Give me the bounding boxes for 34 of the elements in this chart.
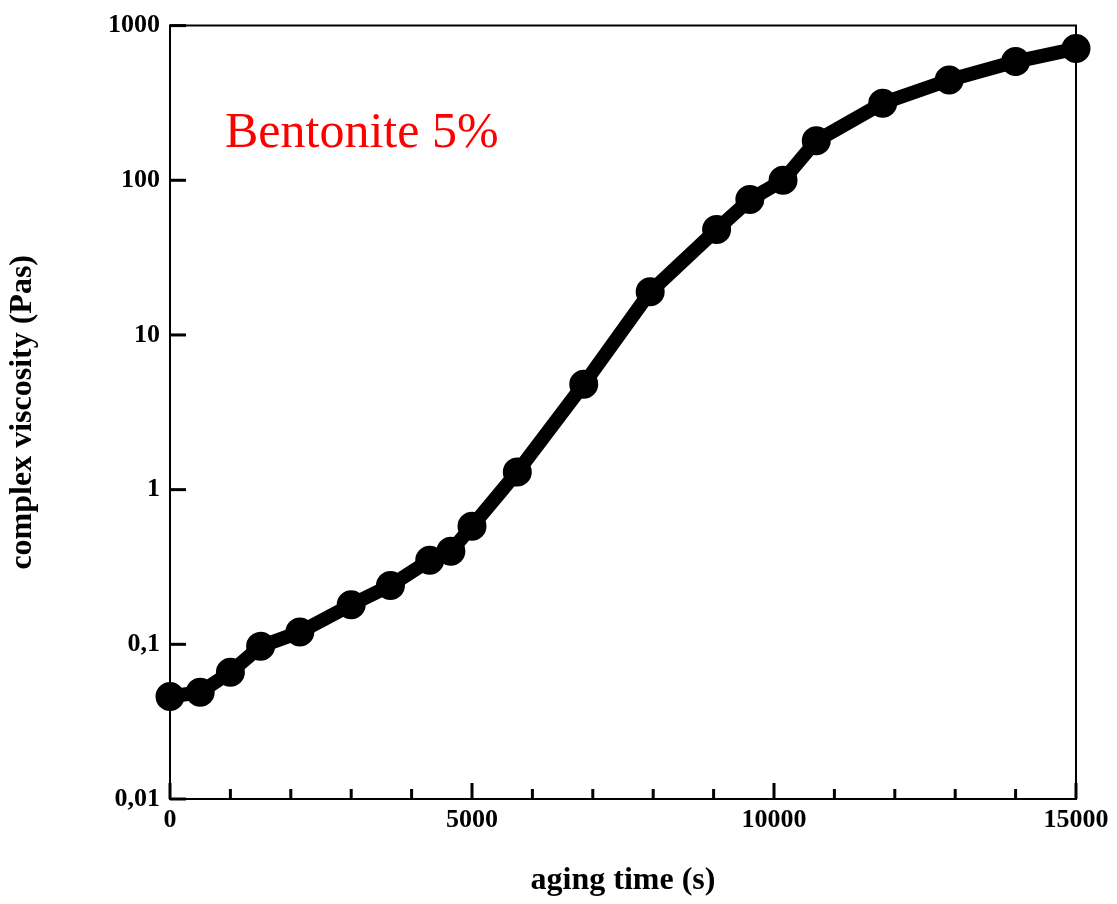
point [457,511,487,541]
point [415,545,445,575]
x-tick-label: 5000 [446,804,498,834]
x-tick-label: 0 [163,804,177,834]
point [735,185,765,215]
x-tick-label: 10000 [741,804,807,834]
point [635,277,665,307]
annotation: Bentonite 5% [225,101,499,158]
y-axis-title: complex viscosity (Pas) [2,255,39,570]
point [246,631,276,661]
x-axis-title: aging time (s) [530,860,716,897]
point [934,65,964,95]
y-tick-label: 10 [134,318,160,348]
point [768,165,798,195]
y-tick-label: 1000 [108,9,160,39]
point [502,457,532,487]
point [436,536,466,566]
point [336,590,366,620]
y-tick-label: 0,01 [114,782,160,812]
y-tick-label: 100 [121,164,160,193]
point [801,126,831,156]
point [185,677,215,707]
point [1061,34,1091,64]
point [868,88,898,118]
y-tick-label: 0,1 [127,628,160,658]
point [702,215,732,245]
point [569,369,599,399]
point [285,617,315,647]
point [155,681,185,711]
point [375,571,405,601]
point [1001,47,1031,77]
x-tick-label: 15000 [1043,804,1109,834]
y-tick-label: 1 [147,473,160,503]
point [215,657,245,687]
